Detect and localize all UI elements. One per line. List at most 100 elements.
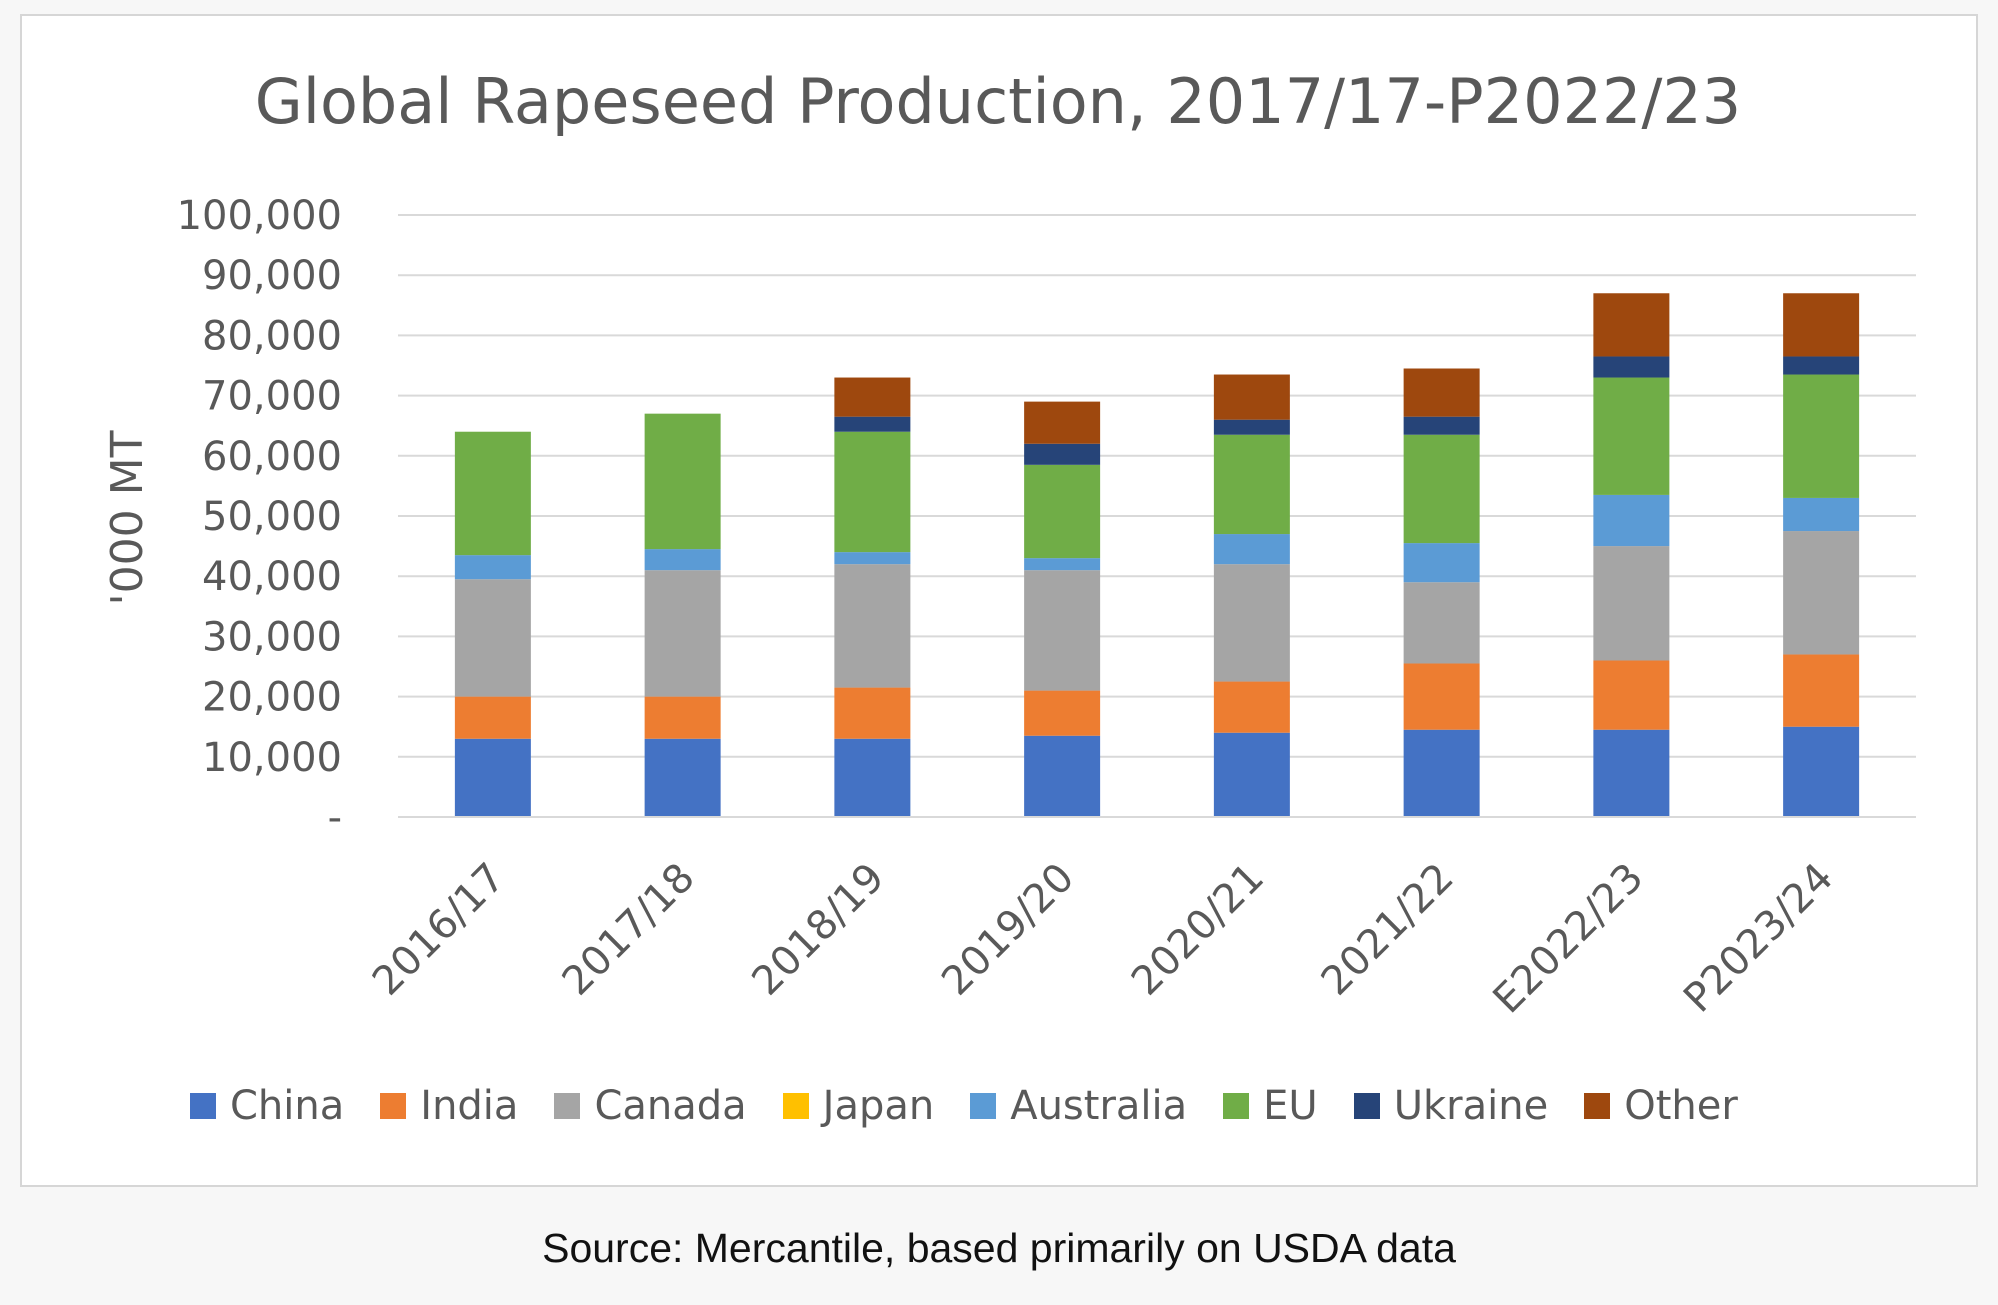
bar-segment-eu (1024, 464, 1101, 559)
legend: China India Canada Japan Australia EU Ukraine O… (190, 1083, 1774, 1129)
bar-segment-india (644, 696, 721, 739)
bar-segment-other (1403, 368, 1480, 417)
y-tick-label: 80,000 (202, 313, 342, 359)
bars (454, 293, 1860, 817)
legend-swatch (782, 1093, 809, 1119)
bar-segment-india (1783, 654, 1860, 727)
y-axis-label: '000 MT (102, 430, 153, 605)
bar-segment-other (1024, 401, 1101, 444)
legend-item-india: India (380, 1083, 518, 1129)
legend-swatch (554, 1093, 581, 1119)
bar-segment-australia (454, 555, 531, 580)
legend-label: Australia (1010, 1083, 1188, 1129)
bar-segment-canada (834, 564, 911, 688)
bar-segment-canada (644, 570, 721, 697)
legend-swatch (1353, 1093, 1380, 1119)
bar-segment-other (1783, 293, 1860, 357)
bar-segment-canada (1403, 582, 1480, 664)
bar-segment-other (834, 377, 911, 417)
bar-segment-ukraine (1783, 356, 1860, 375)
y-tick-label: 50,000 (202, 494, 342, 540)
bar-segment-eu (1213, 434, 1290, 535)
bar-segment-ukraine (1403, 416, 1480, 435)
legend-swatch (1223, 1093, 1250, 1119)
bar-segment-canada (454, 579, 531, 697)
bar-segment-australia (1403, 543, 1480, 583)
legend-label: Other (1624, 1083, 1738, 1129)
bar-segment-china (644, 738, 721, 817)
bar-segment-ukraine (834, 416, 911, 432)
y-tick-label: 60,000 (202, 434, 342, 480)
x-tick-label: 2020/21 (1123, 855, 1273, 1005)
bar-segment-china (1783, 726, 1860, 817)
x-tick-label: 2017/18 (554, 855, 704, 1005)
legend-label: India (420, 1083, 519, 1129)
bar-segment-other (1213, 374, 1290, 420)
legend-label: China (230, 1083, 345, 1129)
bar-segment-canada (1213, 564, 1290, 682)
legend-swatch (190, 1093, 216, 1119)
x-tick-label: 2019/20 (933, 855, 1083, 1005)
y-tick-label: 20,000 (202, 675, 342, 721)
legend-label: EU (1263, 1083, 1318, 1129)
legend-swatch (970, 1093, 997, 1119)
bar-segment-india (1213, 681, 1290, 733)
bar-segment-china (454, 738, 531, 817)
y-tick-label: 30,000 (202, 614, 342, 660)
bar-segment-india (1024, 690, 1101, 736)
bar-segment-china (1024, 735, 1101, 817)
bar-segment-canada (1593, 546, 1670, 661)
bar-segment-china (834, 738, 911, 817)
bar-segment-india (834, 687, 911, 739)
bar-segment-india (454, 696, 531, 739)
x-tick-label: 2021/22 (1313, 855, 1463, 1005)
legend-swatch (380, 1093, 407, 1119)
legend-swatch (1584, 1093, 1611, 1119)
x-tick-label: P2023/24 (1675, 855, 1842, 1022)
y-tick-label: 90,000 (202, 253, 342, 299)
bar-segment-china (1403, 729, 1480, 817)
bar-segment-ukraine (1213, 419, 1290, 435)
bar-segment-eu (1403, 434, 1480, 544)
stacked-bar-chart: Global Rapeseed Production, 2017/17-P202… (102, 65, 1916, 1023)
x-tick-label: 2018/19 (743, 855, 893, 1005)
legend-item-australia: Australia (970, 1083, 1187, 1129)
gridlines (398, 214, 1916, 758)
bar-segment-ukraine (1024, 443, 1101, 465)
bar-segment-other (1593, 293, 1670, 357)
bar-segment-australia (834, 552, 911, 565)
legend-item-eu: EU (1223, 1083, 1318, 1129)
y-tick-label: 70,000 (202, 374, 342, 420)
legend-item-ukraine: Ukraine (1353, 1083, 1549, 1129)
legend-label: Ukraine (1393, 1083, 1549, 1129)
x-tick-labels: 2016/17 2017/18 2018/19 2019/20 2020/21 2021/… (364, 855, 1842, 1023)
legend-item-canada: Canada (554, 1083, 747, 1129)
bar-segment-eu (644, 413, 721, 550)
bar-segment-ukraine (1593, 356, 1670, 378)
bar-segment-china (1213, 732, 1290, 817)
y-tick-label: 100,000 (177, 193, 342, 239)
legend-label: Canada (594, 1083, 747, 1129)
bar-segment-india (1593, 660, 1670, 730)
legend-item-japan: Japan (782, 1083, 935, 1129)
legend-item-china: China (190, 1083, 344, 1129)
bar-segment-eu (834, 431, 911, 553)
bar-segment-australia (1024, 558, 1101, 571)
bar-segment-china (1593, 729, 1670, 817)
bar-segment-eu (1593, 377, 1670, 495)
bar-segment-eu (1783, 374, 1860, 498)
y-tick-label: 40,000 (202, 554, 342, 600)
x-tick-label: E2022/23 (1485, 855, 1653, 1023)
bar-segment-canada (1783, 531, 1860, 655)
bar-segment-eu (454, 431, 531, 556)
chart-title: Global Rapeseed Production, 2017/17-P202… (255, 65, 1742, 138)
x-tick-label: 2016/17 (364, 855, 514, 1005)
y-tick-label: - (328, 795, 342, 841)
legend-item-other: Other (1584, 1083, 1738, 1129)
legend-label: Japan (822, 1083, 935, 1129)
bar-segment-india (1403, 663, 1480, 730)
bar-segment-canada (1024, 570, 1101, 691)
bar-segment-australia (1783, 497, 1860, 532)
bar-segment-australia (644, 549, 721, 571)
bar-segment-australia (1213, 534, 1290, 565)
